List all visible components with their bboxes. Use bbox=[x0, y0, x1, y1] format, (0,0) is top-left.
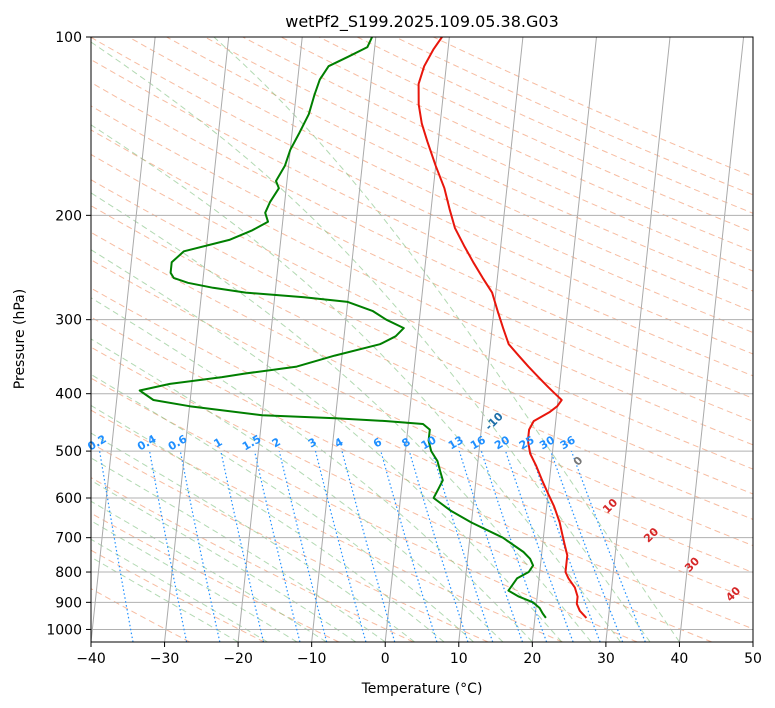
dewpoint-profile-line bbox=[138, 37, 547, 619]
x-tick-label: −40 bbox=[76, 651, 106, 667]
mixing-ratio-line bbox=[431, 450, 494, 642]
y-tick-label: 600 bbox=[55, 491, 82, 507]
x-tick-label: −20 bbox=[223, 651, 253, 667]
background-lines bbox=[91, 37, 753, 642]
dry-adiabat-line bbox=[91, 442, 489, 642]
moist-adiabat-line bbox=[91, 124, 621, 642]
y-tick-label: 300 bbox=[55, 313, 82, 329]
x-tick-label: −10 bbox=[297, 651, 327, 667]
mixing-ratio-line bbox=[179, 450, 221, 642]
moist-adiabat-line bbox=[91, 556, 239, 642]
y-tick-label: 200 bbox=[55, 208, 82, 224]
mixing-ratio-line bbox=[254, 450, 301, 642]
y-axis-label: Pressure (hPa) bbox=[12, 289, 28, 389]
mixing-ratio-line bbox=[505, 450, 574, 642]
moist-adiabat-line bbox=[91, 192, 592, 642]
series-layer bbox=[138, 37, 588, 619]
dry-adiabat-line bbox=[91, 316, 753, 630]
mixing-ratio-line bbox=[99, 450, 134, 642]
dry-adiabat-line bbox=[128, 37, 753, 334]
x-tick-label: 20 bbox=[523, 651, 541, 667]
y-tick-label: 700 bbox=[55, 531, 82, 547]
axis-ticks: −40 −30 −20 −10 0 10 20 30 40 50 100 200 300 400 500 60… bbox=[46, 30, 762, 667]
isotherm-line bbox=[605, 37, 671, 642]
dry-adiabat-line bbox=[91, 179, 753, 495]
x-tick-label: 30 bbox=[597, 651, 615, 667]
dry-adiabat-line bbox=[91, 512, 340, 642]
dry-adiabat-line bbox=[91, 409, 563, 642]
mixing-ratio-line bbox=[149, 450, 188, 642]
dry-adiabat-line bbox=[91, 153, 753, 470]
isotherm-line bbox=[91, 37, 156, 642]
isotherm-line bbox=[531, 37, 597, 642]
dry-adiabat-line bbox=[166, 37, 753, 313]
isotherm-line bbox=[458, 37, 524, 642]
mixing-ratio-line bbox=[458, 450, 524, 642]
x-tick-label: 0 bbox=[381, 651, 390, 667]
dry-adiabat-line bbox=[91, 231, 753, 547]
y-tick-label: 900 bbox=[55, 595, 82, 611]
y-tick-label: 400 bbox=[55, 387, 82, 403]
dry-adiabat-line bbox=[91, 377, 638, 642]
x-axis-label: Temperature (°C) bbox=[361, 681, 483, 697]
x-tick-label: 10 bbox=[450, 651, 468, 667]
mixing-ratio-line bbox=[408, 450, 469, 642]
isotherm-line bbox=[384, 37, 450, 642]
dry-adiabat-line bbox=[91, 81, 753, 399]
mixing-ratio-line bbox=[380, 450, 438, 642]
isotherm-line bbox=[237, 37, 303, 642]
moist-adiabat-line bbox=[91, 457, 386, 642]
moist-adiabat-line bbox=[91, 41, 651, 642]
y-tick-label: 1000 bbox=[46, 622, 82, 638]
moist-adiabat-line bbox=[91, 479, 357, 642]
dry-adiabat-line bbox=[91, 287, 753, 601]
plot-frame bbox=[90, 36, 754, 643]
mixing-ratio-line bbox=[341, 450, 396, 642]
mixing-ratio-line bbox=[480, 450, 548, 642]
temperature-profile-line bbox=[417, 37, 588, 619]
mixing-ratio-line bbox=[314, 450, 367, 642]
moist-adiabat-line bbox=[91, 432, 415, 642]
y-tick-label: 100 bbox=[55, 30, 82, 46]
x-tick-label: 40 bbox=[671, 651, 689, 667]
isotherm-line bbox=[311, 37, 377, 642]
moist-adiabat-line bbox=[91, 373, 474, 642]
y-tick-label: 800 bbox=[55, 565, 82, 581]
moist-adiabat-line bbox=[213, 37, 680, 642]
x-tick-label: 50 bbox=[744, 651, 762, 667]
isotherm-line bbox=[678, 37, 745, 642]
mixing-ratio-line bbox=[278, 450, 328, 642]
isotherm-line bbox=[164, 37, 230, 642]
moist-adiabat-line bbox=[91, 538, 268, 642]
mixing-ratio-line bbox=[220, 450, 265, 642]
chart-title: wetPf2_S199.2025.109.05.38.G03 bbox=[285, 12, 559, 32]
dry-adiabat-line bbox=[91, 37, 753, 355]
dry-adiabat-line bbox=[91, 259, 753, 574]
moist-adiabat-line bbox=[91, 500, 327, 642]
y-tick-label: 500 bbox=[55, 444, 82, 460]
moist-adiabat-line bbox=[91, 338, 504, 642]
moist-adiabat-line bbox=[91, 404, 445, 642]
moist-adiabat-line bbox=[91, 249, 563, 642]
dry-adiabat-line bbox=[91, 105, 753, 422]
dry-adiabat-line bbox=[91, 129, 753, 446]
x-tick-label: −30 bbox=[150, 651, 180, 667]
